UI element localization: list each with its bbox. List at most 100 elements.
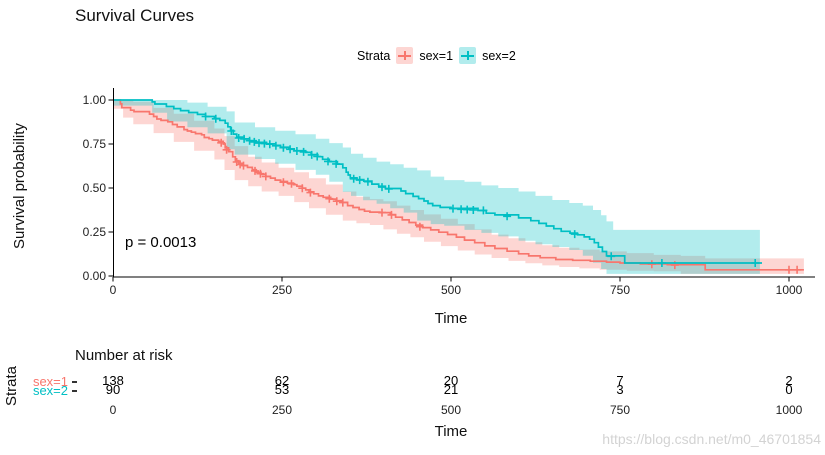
sex=2-censor-mark xyxy=(479,206,488,215)
y-axis-title: Survival probability xyxy=(11,123,28,249)
legend-key-sex1 xyxy=(396,47,414,64)
risk-x-tick-label: 250 xyxy=(271,403,293,417)
risk-value: 0 xyxy=(785,382,793,397)
risk-value: 62 xyxy=(274,373,290,388)
sex=2-censor-mark xyxy=(245,136,254,145)
legend-title: Strata xyxy=(357,48,391,63)
sex=1-censor-mark xyxy=(647,260,656,269)
sex=1-censor-mark xyxy=(287,179,296,188)
sex=1-censor-mark xyxy=(306,188,315,197)
sex=2-censor-mark xyxy=(271,141,280,150)
risk-row-label-sex2: sex=2 xyxy=(32,383,68,398)
sex=1-censor-mark xyxy=(279,178,288,187)
y-tick-label: 0.75 xyxy=(82,137,106,151)
sex=2-censor-mark xyxy=(299,147,308,156)
y-tick-label: 0.25 xyxy=(82,225,106,239)
sex=1-censor-mark xyxy=(256,169,265,178)
legend-label-sex1: sex=1 xyxy=(419,48,454,63)
sex=2-censor-mark xyxy=(570,230,579,239)
risk-value: 21 xyxy=(443,382,459,397)
risk-x-tick-label: 0 xyxy=(109,403,117,417)
x-tick-label: 500 xyxy=(440,283,462,297)
sex=1-censor-mark xyxy=(785,265,793,274)
risk-value: 2 xyxy=(785,373,793,388)
x-tick-label: 250 xyxy=(271,283,293,297)
sex=1-censor-mark xyxy=(338,198,347,207)
risk-x-tick-label: 500 xyxy=(440,403,462,417)
sex=1-censor-mark xyxy=(387,210,396,219)
y-tick-label: 1.00 xyxy=(82,93,106,107)
sex=2-censor-mark xyxy=(265,140,274,149)
x-axis-title: Time xyxy=(434,310,468,327)
risk-value: 7 xyxy=(616,373,624,388)
sex=2-censor-mark xyxy=(313,152,322,161)
sex=2-censor-mark xyxy=(324,157,332,166)
sex=2-censor-mark xyxy=(332,159,341,168)
risk-value: 90 xyxy=(105,382,121,397)
sex=2-censor-mark xyxy=(211,114,220,123)
risk-value: 53 xyxy=(274,382,290,397)
x-tick-label: 1000 xyxy=(775,283,803,297)
sex=1-censor-mark xyxy=(217,138,226,147)
sex=2-censor-mark xyxy=(240,134,249,143)
x-tick-label: 750 xyxy=(609,283,631,297)
risk-table-y-axis-title: Strata xyxy=(3,365,20,407)
risk-x-axis-title: Time xyxy=(434,423,468,440)
sex=1-confidence-band xyxy=(113,100,804,274)
risk-axis-tick xyxy=(72,381,77,383)
censor-plus-icon xyxy=(403,51,406,60)
sex=2-confidence-band xyxy=(113,100,760,274)
sex=2-censor-mark xyxy=(657,259,666,267)
sex=1-censor-mark xyxy=(261,172,270,181)
x-tick-label: 0 xyxy=(109,283,117,297)
sex=2-censor-mark xyxy=(449,204,457,213)
sex=2-censor-mark xyxy=(349,174,358,183)
censor-plus-icon xyxy=(466,51,469,60)
sex=2-censor-mark xyxy=(751,259,760,267)
risk-x-tick-label: 750 xyxy=(609,403,631,417)
y-tick-label: 0.50 xyxy=(82,181,106,195)
legend: Strata sex=1 sex=2 xyxy=(357,47,516,64)
survival-plot xyxy=(108,88,815,282)
sex=2-survival-curve xyxy=(113,99,762,264)
sex=2-censor-mark xyxy=(201,112,210,121)
sex=1-censor-mark xyxy=(415,222,424,231)
sex=1-censor-mark xyxy=(298,184,307,193)
sex=1-censor-mark xyxy=(239,161,248,170)
sex=2-censor-mark xyxy=(307,150,316,159)
sex=1-censor-mark xyxy=(793,265,802,274)
sex=1-survival-curve xyxy=(113,99,804,271)
legend-key-sex2 xyxy=(459,47,477,64)
sex=2-censor-mark xyxy=(250,137,259,146)
sex=2-censor-mark xyxy=(363,177,372,186)
sex=2-censor-mark xyxy=(384,184,393,193)
risk-value: 138 xyxy=(102,373,124,388)
sex=2-censor-mark xyxy=(227,127,236,135)
watermark: https://blog.csdn.net/m0_46701854 xyxy=(602,431,821,447)
sex=2-censor-mark xyxy=(607,252,616,261)
plot-title: Survival Curves xyxy=(75,6,195,25)
sex=1-censor-mark xyxy=(251,166,259,175)
sex=2-censor-mark xyxy=(292,147,301,155)
sex=1-censor-mark xyxy=(332,197,341,206)
sex=2-censor-mark xyxy=(469,206,478,214)
risk-value: 3 xyxy=(616,382,624,397)
pvalue-annotation: p = 0.0013 xyxy=(125,234,197,251)
sex=2-censor-mark xyxy=(355,176,364,185)
risk-row-label-sex1: sex=1 xyxy=(32,374,68,389)
risk-table-title: Number at risk xyxy=(75,347,173,364)
sex=2-censor-mark xyxy=(279,143,288,152)
sex=1-censor-mark xyxy=(325,194,334,203)
risk-x-tick-label: 1000 xyxy=(775,403,803,417)
sex=1-censor-mark xyxy=(378,208,386,217)
risk-axis-tick xyxy=(72,390,77,392)
y-tick-label: 0.00 xyxy=(82,269,106,283)
risk-value: 20 xyxy=(443,373,459,388)
sex=2-censor-mark xyxy=(234,134,243,142)
legend-label-sex2: sex=2 xyxy=(482,48,516,63)
sex=1-censor-mark xyxy=(222,145,231,154)
sex=2-censor-mark xyxy=(378,183,386,192)
sex=2-censor-mark xyxy=(503,212,512,221)
sex=2-censor-mark xyxy=(286,145,295,154)
